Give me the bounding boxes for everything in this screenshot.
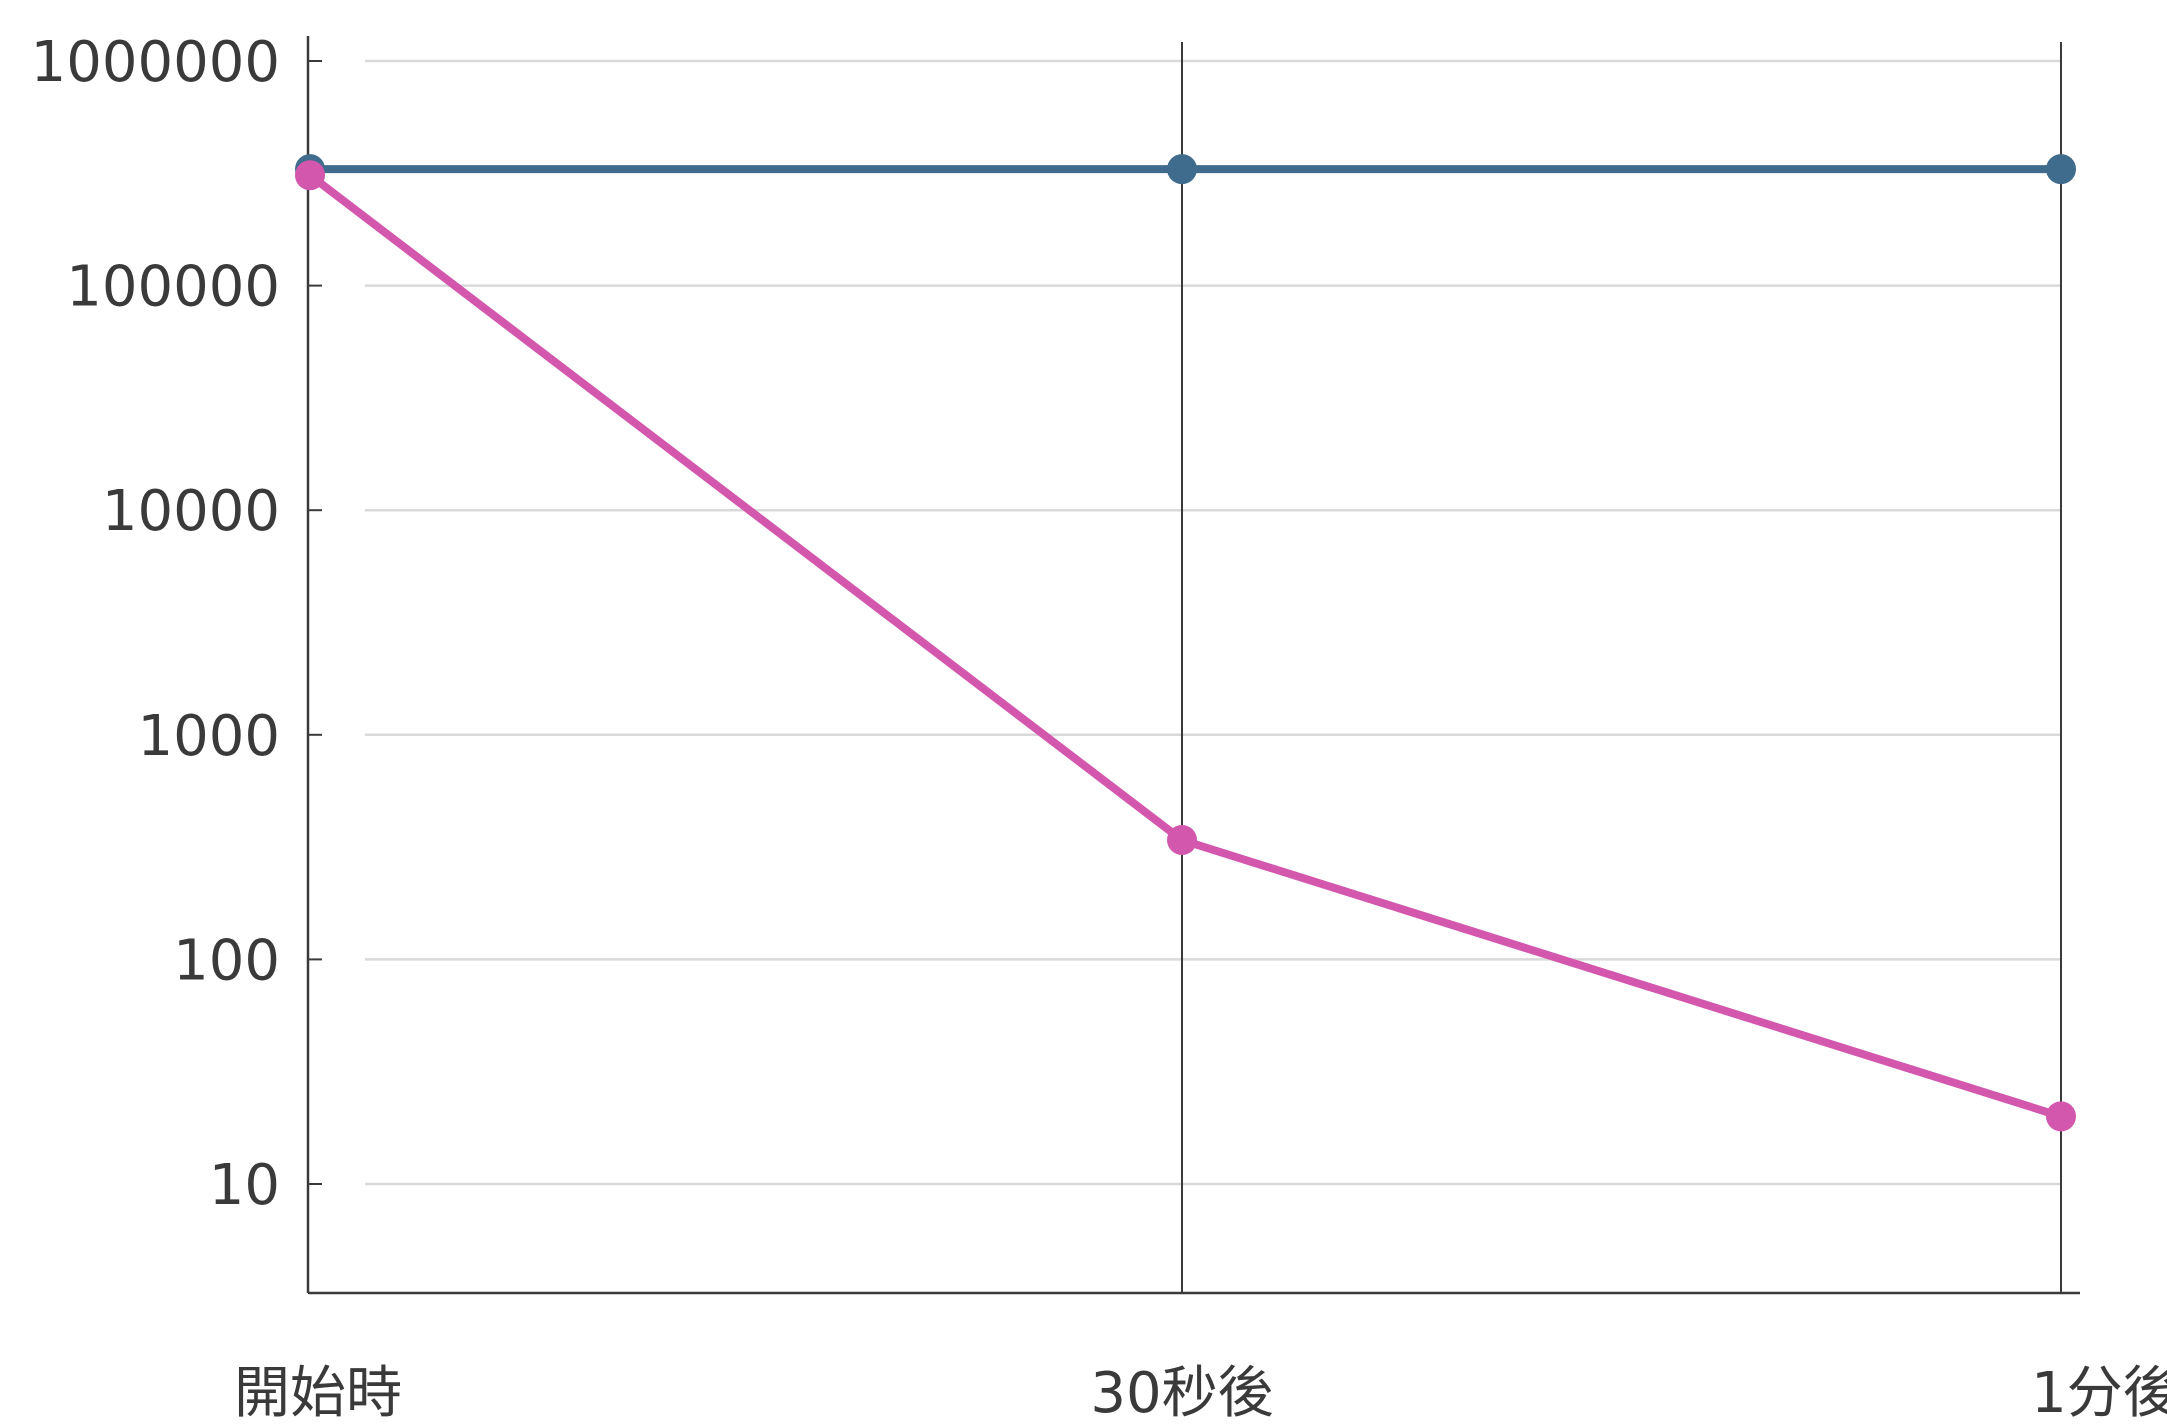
series-1 <box>295 154 2076 185</box>
y-tick-labels: 10 100 1000 10000 100000 1000000 <box>31 30 280 1218</box>
y-tick-label: 100000 <box>66 255 280 320</box>
y-tick-label: 100 <box>173 928 280 993</box>
y-tick-label: 1000 <box>137 704 280 769</box>
x-tick-labels: 開始時 30秒後 1分後 <box>234 1361 2167 1425</box>
axes <box>306 36 2080 1295</box>
data-point <box>1167 154 1197 185</box>
y-tick-label: 10000 <box>102 479 280 544</box>
x-tick-label: 開始時 <box>234 1361 402 1425</box>
series-2 <box>295 160 2076 1132</box>
series-line <box>306 171 2065 1121</box>
series <box>295 154 2076 1132</box>
x-tick-label: 1分後 <box>2031 1361 2167 1425</box>
y-tick-label: 1000000 <box>31 30 280 95</box>
data-point <box>1167 825 1197 856</box>
data-point <box>2046 154 2076 185</box>
grid-lines <box>365 42 2062 1293</box>
data-point <box>2046 1101 2076 1132</box>
x-tick-label: 30秒後 <box>1090 1361 1273 1425</box>
y-tick-label: 10 <box>209 1153 280 1218</box>
data-point <box>295 160 325 191</box>
